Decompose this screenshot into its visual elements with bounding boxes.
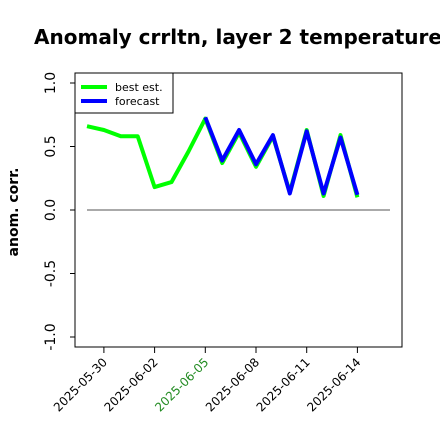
- y-axis-label: anom. corr.: [6, 168, 22, 257]
- y-tick-label: 0.0: [43, 199, 59, 221]
- series-line-1: [203, 116, 360, 196]
- y-tick-label: 0.5: [43, 135, 59, 157]
- x-tick-label: 2025-06-14: [304, 355, 363, 414]
- legend: best est. forecast: [74, 72, 174, 114]
- y-tick-label: -1.0: [43, 323, 59, 350]
- legend-label-best-est: best est.: [115, 81, 163, 94]
- legend-box: [74, 72, 174, 114]
- y-tick-label: -0.5: [43, 260, 59, 287]
- y-tick-label: 1.0: [43, 72, 59, 94]
- chart-title: Anomaly crrltn, layer 2 temperature: [34, 25, 440, 49]
- legend-label-forecast: forecast: [115, 95, 160, 108]
